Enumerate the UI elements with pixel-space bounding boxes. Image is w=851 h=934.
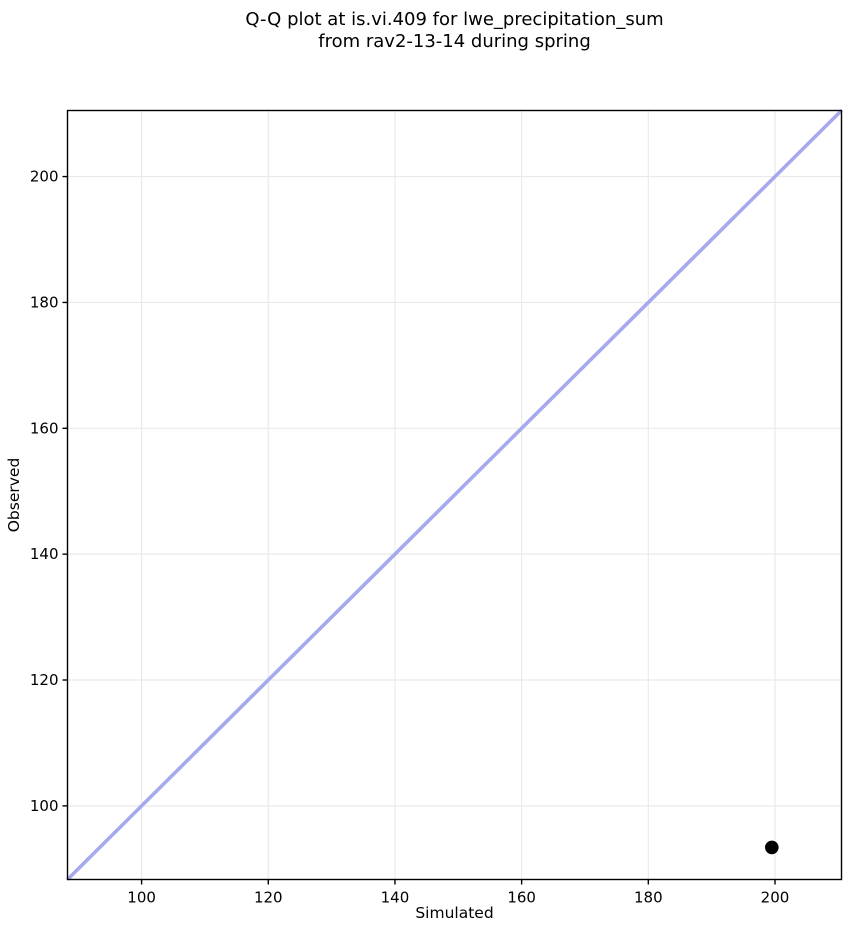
y-axis-label: Observed [5, 457, 23, 533]
axes-spines [66, 109, 843, 881]
data-point [765, 840, 779, 855]
y-tick-label: 100 [30, 797, 59, 815]
y-tick-label: 200 [30, 168, 59, 186]
chart-title: Q-Q plot at is.vi.409 for lwe_precipitat… [245, 9, 664, 52]
x-tick-label: 100 [127, 889, 156, 907]
y-tick-label: 120 [30, 671, 59, 689]
x-tick-label: 200 [761, 889, 790, 907]
x-axis-label: Simulated [415, 904, 494, 922]
x-tick-label: 180 [634, 889, 663, 907]
x-tick-label: 120 [254, 889, 283, 907]
x-tick-label: 140 [381, 889, 410, 907]
y-tick-label: 180 [30, 293, 59, 311]
y-tick-label: 140 [30, 545, 59, 563]
identity-line [66, 109, 843, 881]
x-tick-label: 160 [507, 889, 536, 907]
y-tick-label: 160 [30, 419, 59, 437]
